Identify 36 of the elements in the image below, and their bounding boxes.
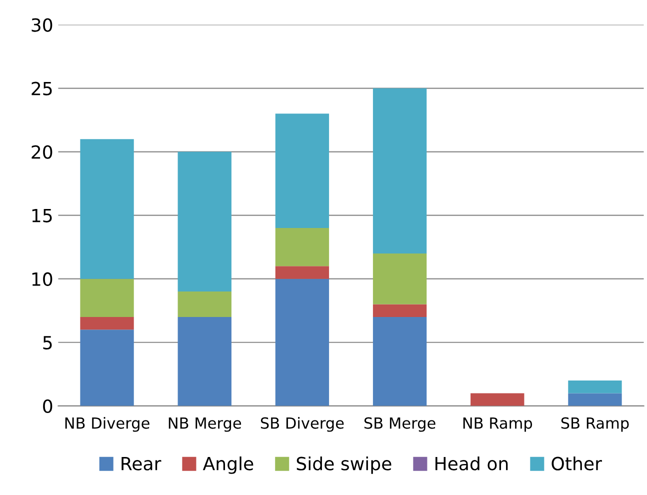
bar: [568, 393, 622, 406]
bar: [372, 316, 427, 406]
y-tick-label: 30: [32, 18, 52, 32]
legend-label: Side swipe: [296, 456, 392, 474]
y-tick-label: 20: [32, 145, 52, 159]
y-tick-label: 25: [32, 82, 52, 96]
x-tick-label: NB Diverge: [65, 417, 150, 432]
bar: [275, 278, 330, 406]
y-tick-label: 10: [32, 272, 52, 286]
y-tick-label: 0: [43, 399, 52, 414]
bar: [275, 266, 330, 279]
y-tick-label: 15: [32, 209, 52, 222]
legend-label: Other: [552, 456, 602, 470]
x-tick-label: NB Merge: [168, 417, 242, 432]
bar: [178, 292, 232, 317]
legend-label: Head on: [436, 456, 508, 470]
bar: [275, 114, 330, 228]
bar: [372, 304, 427, 317]
x-tick-label: SB Diverge: [260, 417, 344, 432]
bar: [178, 152, 232, 292]
legend-label: Angle: [202, 456, 254, 474]
y-tick-label: 5: [43, 336, 52, 350]
bar: [372, 253, 427, 304]
legend-label: Rear: [122, 457, 162, 470]
bar: [80, 330, 134, 406]
bar: [275, 228, 330, 266]
bar: [372, 88, 427, 254]
bar: [80, 316, 134, 330]
x-tick-label: NB Ramp: [463, 417, 532, 432]
bar: [80, 278, 134, 317]
bar: [568, 380, 622, 394]
bar: [178, 316, 232, 406]
x-tick-label: SB Merge: [364, 417, 436, 432]
bar: [80, 139, 134, 279]
x-tick-label: SB Ramp: [561, 417, 629, 432]
bar: [470, 393, 524, 406]
